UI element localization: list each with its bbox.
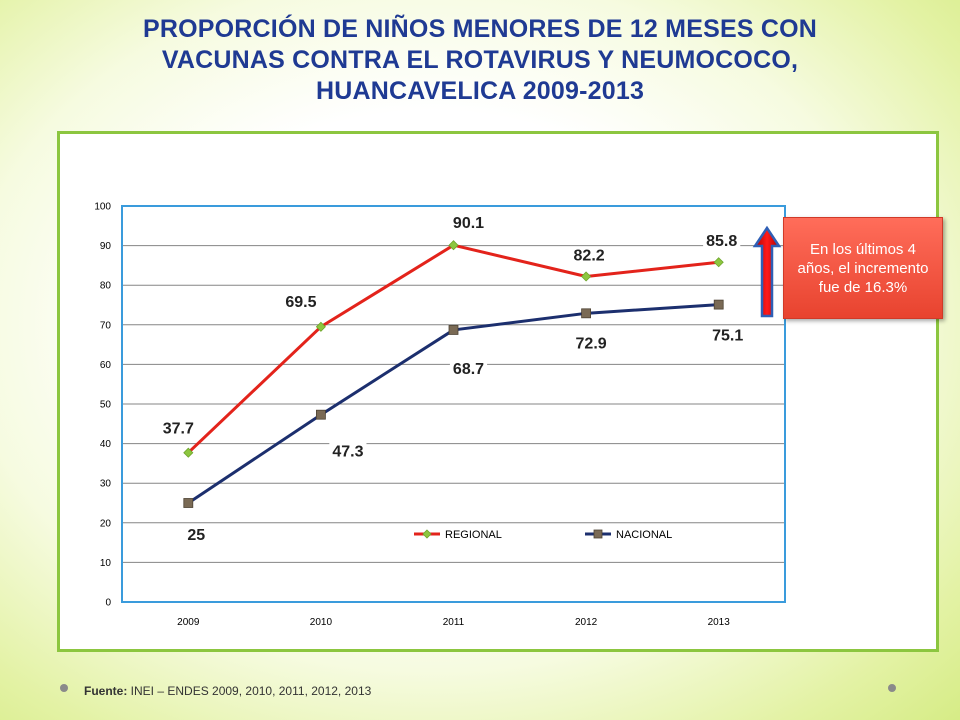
x-tick-label: 2010 [310, 617, 333, 628]
y-tick-label: 90 [100, 241, 112, 252]
source-note: Fuente: INEI – ENDES 2009, 2010, 2011, 2… [84, 684, 371, 698]
y-tick-label: 70 [100, 320, 112, 331]
legend-nacional-marker [593, 529, 603, 539]
nacional-data-label: 47.3 [332, 444, 363, 461]
nacional-data-label-bg [184, 526, 209, 545]
regional-data-label-bg [159, 419, 197, 439]
regional-data-label: 69.5 [285, 294, 316, 311]
title-line-1: PROPORCIÓN DE NIÑOS MENORES DE 12 MESES … [143, 15, 817, 43]
callout-text: En los últimos 4 años, el incremento fue… [797, 240, 929, 296]
nacional-data-label: 25 [187, 527, 205, 544]
regional-data-label: 90.1 [453, 215, 484, 232]
y-tick-label: 40 [100, 439, 112, 450]
nacional-data-label: 68.7 [453, 361, 484, 378]
plot-border [121, 205, 786, 603]
nacional-data-label: 75.1 [712, 328, 743, 345]
regional-point [183, 447, 194, 458]
bullet-right-icon [888, 684, 896, 692]
y-tick-label: 30 [100, 479, 112, 490]
legend-regional-marker [422, 529, 432, 539]
up-arrow-icon [752, 225, 782, 318]
regional-data-label-bg [703, 232, 741, 252]
source-text: INEI – ENDES 2009, 2010, 2011, 2012, 201… [127, 684, 372, 698]
regional-data-label: 37.7 [163, 421, 194, 438]
x-tick-label: 2012 [575, 617, 598, 628]
title-line-2: VACUNAS CONTRA EL ROTAVIRUS Y NEUMOCOCO, [161, 46, 799, 74]
regional-point [448, 240, 459, 251]
title-line-3: HUANCAVELICA 2009-2013 [315, 77, 645, 105]
x-tick-label: 2011 [443, 617, 465, 628]
regional-point [713, 257, 724, 268]
regional-data-label-bg [570, 246, 608, 266]
regional-data-label-bg [449, 214, 488, 234]
regional-data-label: 85.8 [706, 233, 737, 250]
nacional-data-label-bg [572, 334, 610, 354]
legend-nacional-label: NACIONAL [616, 529, 672, 541]
legend-regional-label: REGIONAL [445, 529, 502, 541]
regional-data-label: 82.2 [574, 247, 605, 264]
nacional-point [315, 409, 326, 420]
y-tick-label: 20 [100, 518, 112, 529]
nacional-data-label: 72.9 [576, 335, 607, 352]
source-label: Fuente: [84, 684, 128, 698]
y-tick-label: 100 [94, 202, 111, 213]
y-tick-label: 80 [100, 281, 112, 292]
nacional-data-label-bg [329, 442, 367, 462]
page-title: PROPORCIÓN DE NIÑOS MENORES DE 12 MESES … [40, 14, 920, 107]
nacional-data-label-bg [449, 359, 488, 379]
regional-point [581, 271, 592, 282]
nacional-point [183, 498, 194, 508]
y-tick-label: 0 [105, 598, 111, 609]
y-tick-label: 10 [100, 558, 112, 569]
regional-data-label-bg [282, 292, 320, 312]
regional-point [315, 321, 326, 332]
increase-callout: En los últimos 4 años, el incremento fue… [783, 217, 943, 319]
nacional-data-label-bg [709, 326, 747, 346]
bullet-left-icon [60, 684, 68, 692]
nacional-point [713, 299, 724, 310]
y-tick-label: 50 [100, 400, 112, 411]
nacional-point [448, 325, 459, 335]
nacional-point [581, 308, 591, 319]
x-tick-label: 2013 [708, 617, 731, 628]
x-tick-label: 2009 [177, 617, 200, 628]
y-tick-label: 60 [100, 360, 112, 371]
